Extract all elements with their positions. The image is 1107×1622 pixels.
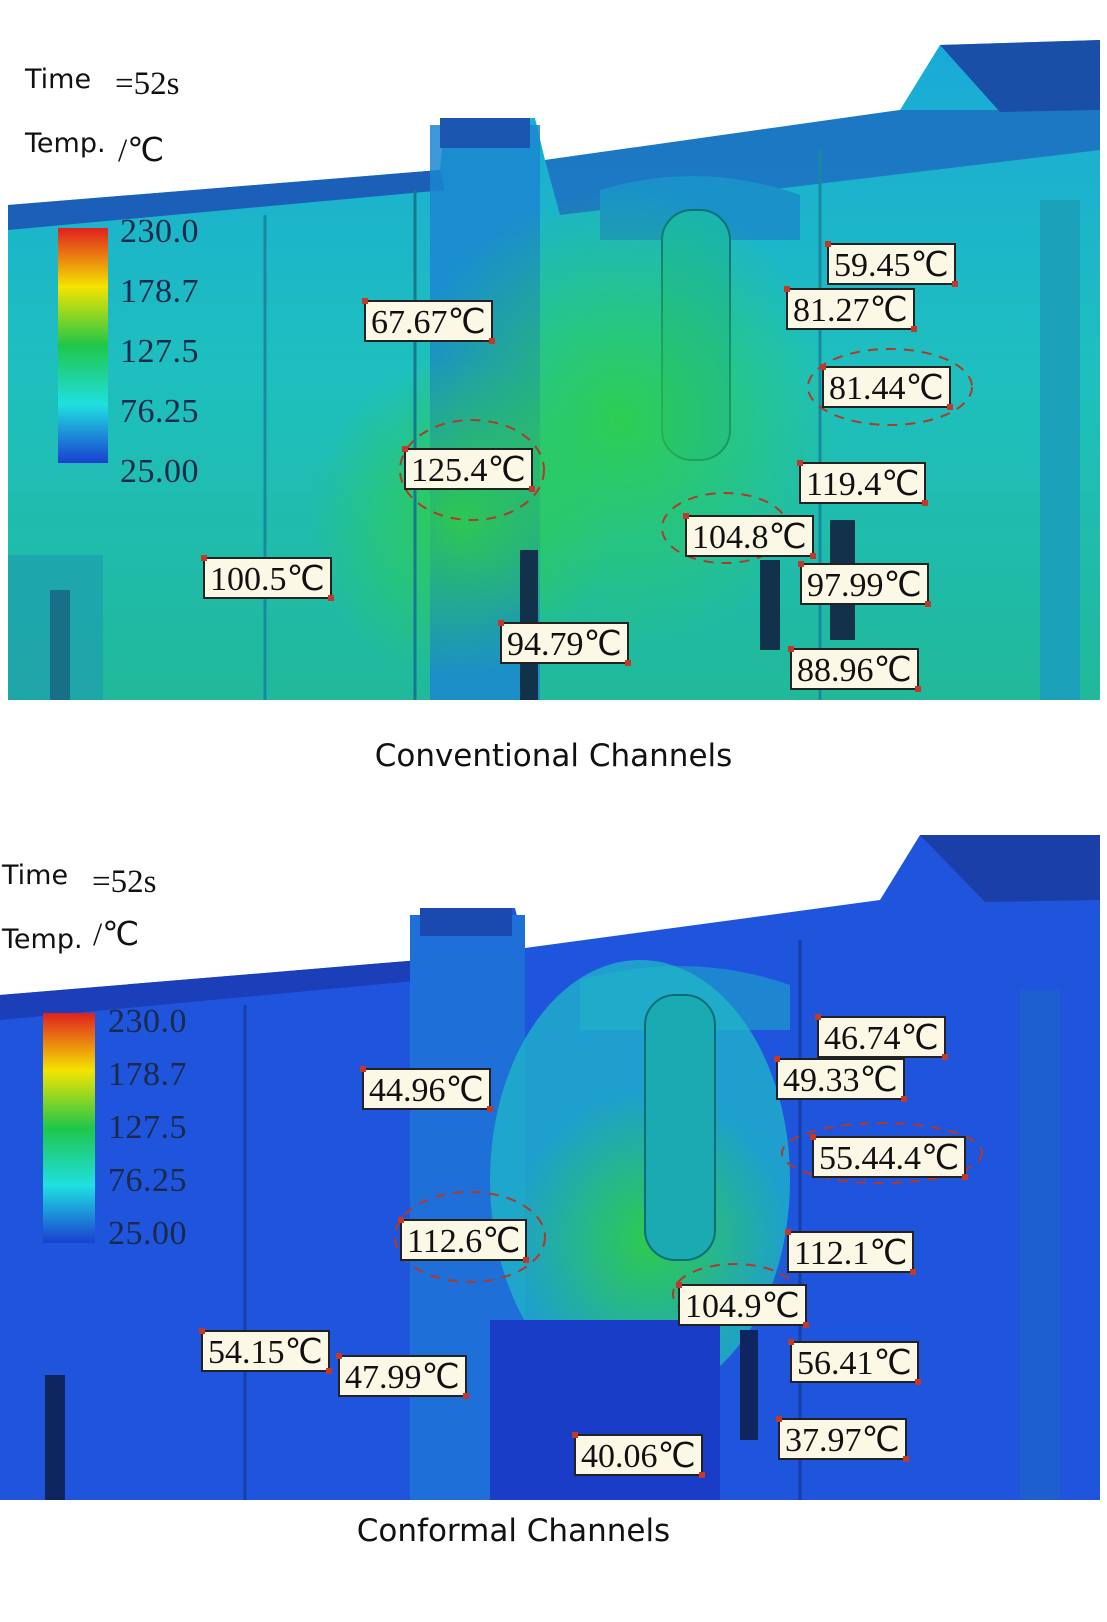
temp-label-box: 46.74℃ [815, 1014, 948, 1060]
temp-label-box: 119.4℃ [796, 460, 929, 506]
caption-conventional: Conventional Channels [374, 738, 733, 774]
conventional-temperature-map [8, 40, 1100, 700]
temp-label-box: 94.79℃ [498, 620, 631, 666]
temp-label: Temp. [2, 924, 83, 955]
temp-label: Temp. [25, 128, 106, 159]
caption-conformal: Conformal Channels [356, 1513, 671, 1549]
temp-label-box: 56.41℃ [788, 1339, 921, 1385]
temp-label-box: 49.33℃ [774, 1056, 907, 1102]
temp-label-box: 125.4℃ [402, 446, 535, 492]
temp-label-box: 44.96℃ [360, 1066, 493, 1112]
temp-unit: /℃ [93, 917, 140, 953]
time-label: Time [25, 64, 92, 95]
conformal-panel: Time =52s Temp. /℃ 230.0 178.7 127.5 76.… [0, 800, 1107, 1622]
time-value: =52s [92, 864, 157, 900]
temp-label-box: 55.44.4℃ [809, 1134, 969, 1180]
temp-label-box: 104.8℃ [683, 513, 816, 559]
temp-label-box: 112.6℃ [397, 1217, 530, 1263]
scale-value-76: 76.25 [108, 1162, 187, 1199]
temp-label-box: 54.15℃ [199, 1328, 332, 1374]
scale-value-25: 25.00 [120, 453, 199, 490]
scale-value-230: 230.0 [120, 213, 199, 250]
time-value: =52s [115, 66, 180, 102]
temp-label-box: 59.45℃ [825, 241, 958, 287]
scale-value-127: 127.5 [120, 333, 199, 370]
color-scale-bar [58, 228, 108, 463]
scale-value-127: 127.5 [108, 1109, 187, 1146]
scale-value-76: 76.25 [120, 393, 199, 430]
scale-value-178: 178.7 [120, 273, 199, 310]
temp-label-box: 88.96℃ [788, 646, 921, 692]
scale-value-178: 178.7 [108, 1056, 187, 1093]
temp-label-box: 47.99℃ [336, 1353, 469, 1399]
temp-label-box: 67.67℃ [362, 298, 495, 344]
temp-label-box: 104.9℃ [676, 1282, 809, 1328]
temp-label-box: 81.44℃ [820, 364, 953, 410]
temp-label-box: 81.27℃ [784, 286, 917, 332]
color-scale-bar [43, 1013, 95, 1243]
conventional-panel: Time =52s Temp. /℃ 230.0 178.7 127.5 76.… [0, 0, 1107, 800]
temp-label-box: 112.1℃ [784, 1229, 917, 1275]
scale-value-25: 25.00 [108, 1215, 187, 1252]
temp-label-box: 40.06℃ [572, 1432, 705, 1478]
time-label: Time [2, 860, 69, 891]
temp-label-box: 37.97℃ [776, 1416, 909, 1462]
scale-value-230: 230.0 [108, 1003, 187, 1040]
temp-unit: /℃ [118, 133, 165, 169]
temp-label-box: 97.99℃ [798, 561, 931, 607]
temp-label-box: 100.5℃ [201, 555, 334, 601]
